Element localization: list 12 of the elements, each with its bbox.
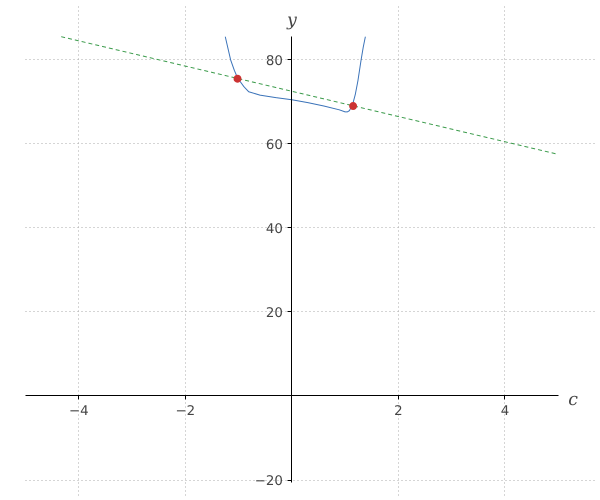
y-tick-label: −20 [254, 474, 283, 490]
x-axis-title: c [568, 390, 578, 410]
y-tick-label: 80 [266, 54, 283, 69]
y-tick-label: 40 [266, 222, 283, 237]
line-series [224, 36, 366, 112]
y-tick-label: 20 [266, 306, 283, 321]
y-axis-title: y [286, 10, 297, 31]
x-tick-label: −4 [68, 404, 89, 419]
x-tick-label: −2 [175, 404, 196, 419]
x-tick-label: 2 [394, 404, 403, 419]
x-tick-label: 4 [500, 404, 510, 419]
y-tick-label: 60 [266, 138, 283, 153]
